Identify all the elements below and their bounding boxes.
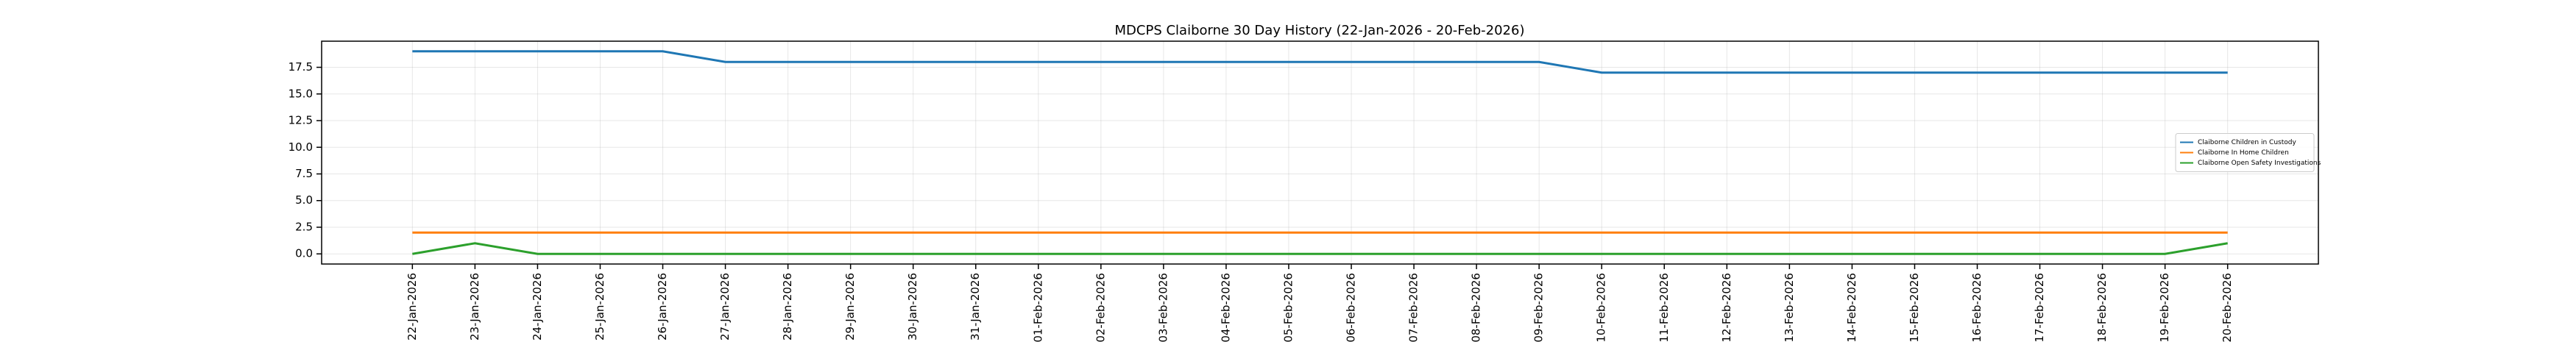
legend-label: Claiborne Open Safety Investigations bbox=[2198, 160, 2321, 167]
y-tick-label: 15.0 bbox=[289, 87, 313, 100]
x-tick-label: 18-Feb-2026 bbox=[2095, 273, 2109, 343]
x-tick-label: 10-Feb-2026 bbox=[1595, 273, 1608, 343]
x-tick-label: 22-Jan-2026 bbox=[406, 273, 419, 340]
legend-label: Claiborne In Home Children bbox=[2198, 149, 2289, 157]
x-tick-label: 25-Jan-2026 bbox=[593, 273, 606, 340]
x-tick-label: 08-Feb-2026 bbox=[1470, 273, 1483, 343]
x-tick-label: 20-Feb-2026 bbox=[2221, 273, 2234, 343]
x-tick-label: 12-Feb-2026 bbox=[1720, 273, 1733, 343]
y-tick-label: 10.0 bbox=[289, 140, 313, 154]
y-tick-label: 5.0 bbox=[295, 193, 313, 207]
y-tick-label: 0.0 bbox=[295, 247, 313, 260]
x-tick-label: 13-Feb-2026 bbox=[1783, 273, 1796, 343]
x-tick-label: 17-Feb-2026 bbox=[2033, 273, 2046, 343]
x-tick-label: 19-Feb-2026 bbox=[2158, 273, 2171, 343]
y-tick-label: 12.5 bbox=[289, 114, 313, 127]
x-tick-label: 23-Jan-2026 bbox=[468, 273, 481, 340]
x-tick-label: 31-Jan-2026 bbox=[969, 273, 982, 340]
y-tick-label: 2.5 bbox=[295, 220, 313, 233]
x-tick-label: 06-Feb-2026 bbox=[1345, 273, 1358, 343]
series-line bbox=[412, 50, 2228, 74]
y-tick-label: 7.5 bbox=[295, 167, 313, 180]
x-tick-label: 04-Feb-2026 bbox=[1219, 273, 1232, 343]
x-tick-label: 15-Feb-2026 bbox=[1908, 273, 1921, 343]
x-tick-label: 14-Feb-2026 bbox=[1845, 273, 1858, 343]
legend-label: Claiborne Children in Custody bbox=[2198, 139, 2296, 146]
x-tick-label: 05-Feb-2026 bbox=[1281, 273, 1295, 343]
x-tick-label: 26-Jan-2026 bbox=[656, 273, 669, 340]
x-tick-label: 27-Jan-2026 bbox=[718, 273, 732, 340]
x-tick-label: 16-Feb-2026 bbox=[1970, 273, 1984, 343]
x-tick-label: 28-Jan-2026 bbox=[781, 273, 794, 340]
x-tick-label: 09-Feb-2026 bbox=[1532, 273, 1546, 343]
x-tick-label: 30-Jan-2026 bbox=[906, 273, 919, 340]
x-tick-label: 11-Feb-2026 bbox=[1657, 273, 1671, 343]
x-tick-label: 29-Jan-2026 bbox=[843, 273, 857, 340]
x-tick-label: 02-Feb-2026 bbox=[1094, 273, 1107, 343]
chart-title: MDCPS Claiborne 30 Day History (22-Jan-2… bbox=[1115, 23, 1525, 38]
y-tick-label: 17.5 bbox=[289, 60, 313, 74]
plot-frame bbox=[321, 40, 2319, 265]
legend-box bbox=[2175, 133, 2315, 172]
series-line bbox=[412, 242, 2228, 255]
x-tick-label: 07-Feb-2026 bbox=[1407, 273, 1420, 343]
x-tick-label: 03-Feb-2026 bbox=[1156, 273, 1170, 343]
x-tick-label: 24-Jan-2026 bbox=[531, 273, 544, 340]
x-tick-label: 01-Feb-2026 bbox=[1031, 273, 1044, 343]
